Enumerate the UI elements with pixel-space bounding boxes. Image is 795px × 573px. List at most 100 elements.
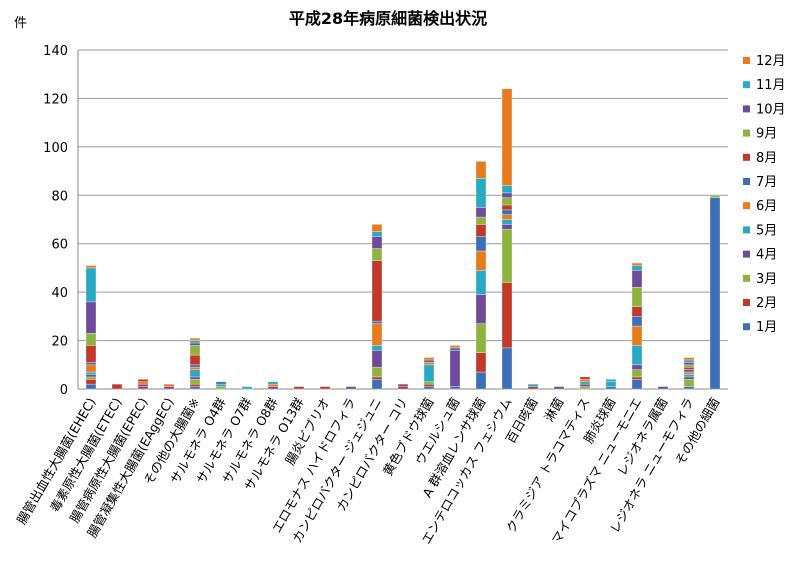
legend-swatch (743, 105, 750, 113)
legend-label: 7月 (756, 175, 777, 190)
bar-segment (423, 383, 435, 387)
bar-segment (631, 379, 643, 390)
bar-segment (345, 386, 357, 390)
bar-segment (189, 386, 201, 390)
gridlines (77, 49, 728, 390)
bar-segment (709, 197, 721, 390)
bar-segment (631, 345, 643, 366)
legend-label: 1月 (756, 320, 777, 335)
bar-segment (85, 371, 97, 375)
bar-segment (475, 178, 487, 208)
bar-segment (631, 376, 643, 380)
bar-segment (709, 194, 721, 199)
bar-segment (501, 219, 513, 225)
bar-segment (631, 364, 643, 370)
legend-label: 3月 (756, 272, 777, 287)
bar-segment (683, 359, 695, 363)
legend-swatch (743, 274, 750, 282)
bar-segment (371, 224, 383, 232)
bar-segment (85, 374, 97, 378)
bar-segment (137, 379, 149, 383)
bar-segment (501, 214, 513, 220)
y-tick-label: 80 (51, 189, 68, 204)
bar-segment (449, 347, 461, 351)
legend-swatch (743, 323, 750, 331)
bar-segment (501, 204, 513, 211)
bar-segment (683, 357, 695, 361)
bar-segment (111, 383, 123, 390)
bar-segment (163, 386, 175, 390)
legend-label: 5月 (756, 223, 777, 238)
bar-segment (371, 323, 383, 346)
bar-segment (527, 386, 539, 390)
chart-title: 平成28年病原細菌検出状況 (289, 9, 487, 28)
bar-segment (163, 383, 175, 387)
legend-swatch (743, 250, 750, 258)
bar-segment (85, 379, 97, 385)
bar-segment (189, 369, 201, 378)
y-axis-ticks: 0 20 40 60 80 100 120 140 (43, 44, 68, 398)
bar-segment (579, 383, 591, 387)
bar-segment (85, 267, 97, 303)
bar-segment (501, 209, 513, 215)
bar-segment (579, 379, 591, 383)
bar-segment (319, 386, 331, 390)
legend-label: 4月 (756, 248, 777, 263)
y-tick-label: 40 (51, 286, 68, 301)
legend-label: 12月 (756, 54, 786, 69)
bar-segment (85, 364, 97, 373)
legend-swatch (743, 226, 750, 234)
bar-segment (371, 320, 383, 324)
bar-segment (215, 383, 227, 387)
bar-segment (501, 347, 513, 390)
legend-label: 11月 (756, 78, 786, 93)
bar-segment (371, 345, 383, 351)
bar-segment (371, 236, 383, 249)
bar-segment (85, 345, 97, 363)
bar-segment (85, 301, 97, 334)
legend-swatch (743, 57, 750, 64)
bar-segment (371, 231, 383, 237)
bar-segment (423, 386, 435, 390)
bar-segment (475, 161, 487, 179)
legend-label: 9月 (756, 127, 777, 142)
bar-segment (189, 364, 201, 368)
bar-segment (423, 362, 435, 366)
y-tick-label: 20 (51, 335, 68, 350)
bar-segment (449, 386, 461, 390)
y-tick-label: 100 (43, 141, 68, 156)
bar-segment (475, 216, 487, 225)
bar-segment (501, 185, 513, 194)
y-tick-label: 140 (43, 44, 68, 59)
legend-label: 8月 (756, 151, 777, 166)
bar-segment (371, 260, 383, 322)
bar-segment (475, 323, 487, 353)
y-tick-label: 60 (51, 238, 68, 253)
legend-swatch (743, 81, 750, 89)
bar-segment (189, 376, 201, 380)
bar-segment (449, 345, 461, 349)
bar-segment (397, 383, 409, 387)
bar-segment (423, 359, 435, 363)
bar-segment (631, 270, 643, 288)
bar-segment (397, 386, 409, 390)
legend-swatch (743, 153, 750, 161)
bar-segment (683, 379, 695, 387)
bar-segment (683, 371, 695, 375)
bar-segment (631, 325, 643, 346)
bar-segment (501, 282, 513, 349)
y-axis-label: 件 (14, 16, 27, 31)
bar-segment (85, 376, 97, 380)
bar-segment (267, 383, 279, 387)
bar-segment (475, 250, 487, 271)
bar-segment (475, 224, 487, 237)
bar-segment (683, 366, 695, 370)
bar-segment (189, 383, 201, 387)
bar-segment (631, 369, 643, 378)
bar-segment (423, 364, 435, 383)
bar-segment (475, 236, 487, 252)
legend-label: 2月 (756, 296, 777, 311)
bar-segment (137, 386, 149, 390)
bar-segment (501, 197, 513, 206)
